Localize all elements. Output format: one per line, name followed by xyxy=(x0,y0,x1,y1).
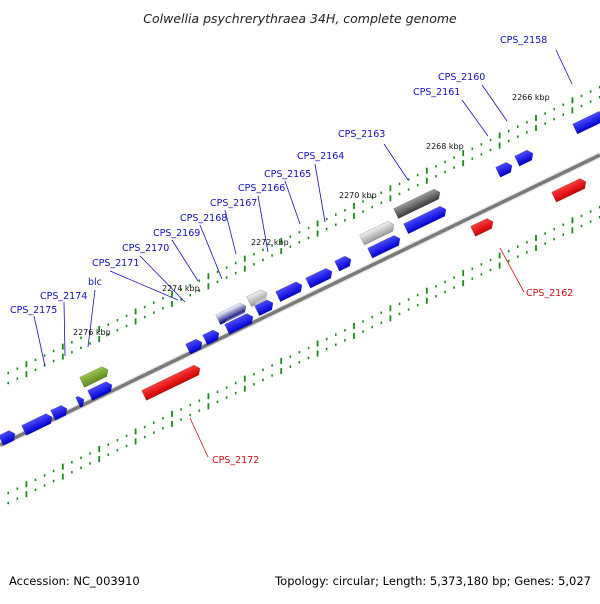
leader-line xyxy=(199,224,223,280)
gene-label-cps2164[interactable]: CPS_2164 xyxy=(297,151,344,162)
gene-cps2164b[interactable] xyxy=(366,231,402,259)
gene-cps2165[interactable] xyxy=(333,252,353,272)
gene-label-cps2172[interactable]: CPS_2172 xyxy=(212,455,259,466)
gene-label-cps2170[interactable]: CPS_2170 xyxy=(122,243,169,254)
gene-cps2175[interactable] xyxy=(20,409,54,436)
gene-label-cps2165[interactable]: CPS_2165 xyxy=(264,169,311,180)
gene-label-cps2168[interactable]: CPS_2168 xyxy=(180,213,227,224)
kbp-label-2274: 2274 kbp xyxy=(162,284,200,293)
leader-line xyxy=(171,239,199,282)
accession-text: Accession: NC_003910 xyxy=(9,574,140,588)
gene-label-cps2166[interactable]: CPS_2166 xyxy=(238,183,285,194)
gene-label-blc[interactable]: blc xyxy=(88,277,102,288)
gene-cps2158[interactable] xyxy=(571,107,600,135)
kbp-label-2268: 2268 kbp xyxy=(426,142,464,151)
gene-cps2172[interactable] xyxy=(140,361,202,401)
gene-label-cps2174[interactable]: CPS_2174 xyxy=(40,291,87,302)
gene-blc-b[interactable] xyxy=(86,377,114,401)
leader-line xyxy=(284,180,301,225)
tick-marks xyxy=(7,85,600,505)
gene-cps2162b[interactable] xyxy=(469,214,495,237)
gene-cps2169b[interactable] xyxy=(223,309,255,335)
leader-line xyxy=(224,209,237,255)
gene-cps2168[interactable] xyxy=(245,285,269,308)
kbp-label-2272: 2272 kbp xyxy=(251,238,289,247)
gene-cps2174[interactable] xyxy=(74,392,86,408)
leader-line xyxy=(314,163,326,223)
gene-cps2160[interactable] xyxy=(513,146,535,167)
gene-cps2167[interactable] xyxy=(274,277,304,302)
gene-label-cps2163[interactable]: CPS_2163 xyxy=(338,129,385,140)
leader-line xyxy=(87,289,96,348)
label-leader-lines xyxy=(33,49,573,458)
kbp-label-2266: 2266 kbp xyxy=(512,93,550,102)
gene-label-cps2169[interactable]: CPS_2169 xyxy=(153,228,200,239)
leader-line xyxy=(555,49,573,85)
kbp-label-2270: 2270 kbp xyxy=(339,191,377,200)
gene-label-cps2175[interactable]: CPS_2175 xyxy=(10,305,57,316)
leader-line xyxy=(189,417,209,458)
gene-cps2163[interactable] xyxy=(392,185,442,219)
leader-line xyxy=(383,143,409,181)
gene-cps2169[interactable] xyxy=(214,298,248,325)
gene-cps2163b[interactable] xyxy=(402,202,448,235)
leader-line xyxy=(499,247,525,293)
gene-cps2176[interactable] xyxy=(0,426,17,446)
kbp-label-2276: 2276 kbp xyxy=(73,328,111,337)
gene-blc[interactable] xyxy=(78,362,110,388)
map-title: Colwellia psychrerythraea 34H, complete … xyxy=(143,11,457,26)
gene-cps2168b[interactable] xyxy=(253,295,275,317)
gene-label-cps2171[interactable]: CPS_2171 xyxy=(92,258,139,269)
leader-line xyxy=(33,315,46,367)
leader-line xyxy=(461,99,489,137)
gene-track xyxy=(0,107,600,446)
gene-cps2174b[interactable] xyxy=(49,401,69,421)
gene-cps2166[interactable] xyxy=(304,264,334,289)
leader-line xyxy=(257,195,269,253)
topology-text: Topology: circular; Length: 5,373,180 bp… xyxy=(275,574,591,588)
gene-cps2162[interactable] xyxy=(550,174,588,203)
gene-cps2170[interactable] xyxy=(201,325,221,346)
leader-line xyxy=(139,255,186,303)
gene-label-cps2161[interactable]: CPS_2161 xyxy=(413,87,460,98)
leader-line xyxy=(109,270,179,301)
gene-label-cps2162[interactable]: CPS_2162 xyxy=(526,288,573,299)
gene-label-cps2167[interactable]: CPS_2167 xyxy=(210,198,257,209)
gene-cps2171[interactable] xyxy=(184,335,204,355)
gene-label-cps2158[interactable]: CPS_2158 xyxy=(500,35,547,46)
gene-label-cps2160[interactable]: CPS_2160 xyxy=(438,72,485,83)
leader-line xyxy=(63,301,66,357)
genome-backbone-core xyxy=(0,153,600,447)
leader-line xyxy=(481,84,508,122)
gene-cps2161[interactable] xyxy=(494,158,514,178)
gene-cps2164[interactable] xyxy=(358,217,396,246)
